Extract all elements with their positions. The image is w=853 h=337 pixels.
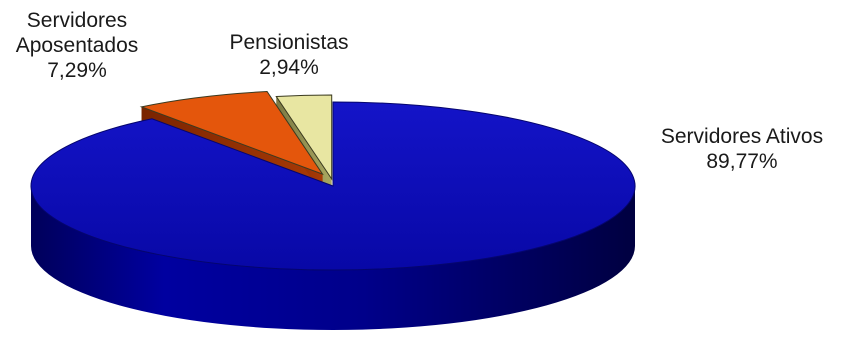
slice-label-line: Pensionistas [229,31,349,54]
slice-label-line: Servidores Ativos [660,125,824,148]
slice-label-servidores-ativos: Servidores Ativos 89,77% [640,124,844,174]
slice-top-face [30,101,636,271]
slice-value-label: 7,29% [47,59,107,82]
slice-label-pensionistas: Pensionistas 2,94% [214,30,364,80]
slice-label-servidores-aposentados: Servidores Aposentados 7,29% [2,8,152,83]
slice-label-line: Aposentados [15,34,139,57]
slice-value-label: 89,77% [706,150,778,173]
pie-slice-servidores-ativos [30,101,636,330]
slice-label-line: Servidores [26,9,128,32]
slice-side-wall [31,186,635,330]
slice-top-face [275,94,333,181]
slice-value-label: 2,94% [259,56,319,79]
slice-top-face [139,91,324,176]
slices-layer [30,91,636,330]
